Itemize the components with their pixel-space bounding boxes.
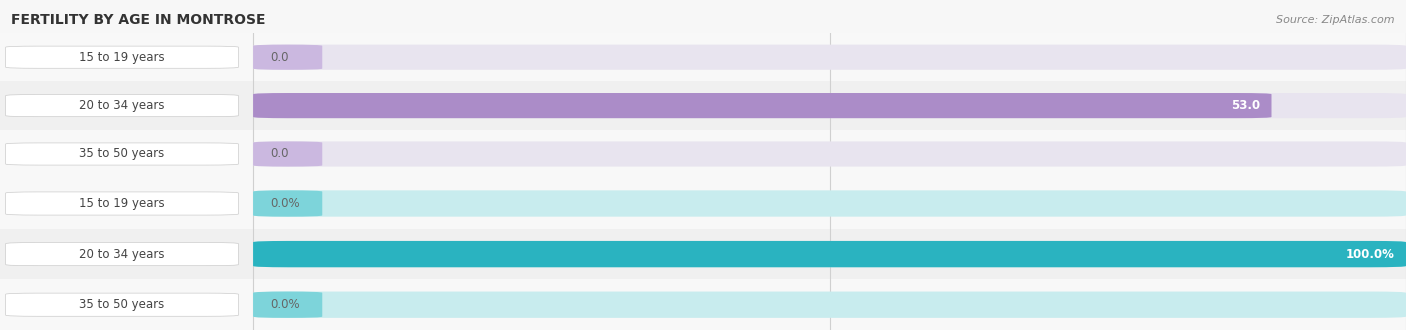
Bar [0,130,1406,178]
Text: 20 to 34 years: 20 to 34 years [79,99,165,112]
Bar [0,229,1406,280]
FancyBboxPatch shape [253,45,322,70]
Text: 53.0: 53.0 [1232,99,1260,112]
FancyBboxPatch shape [253,93,1406,118]
FancyBboxPatch shape [253,190,1406,217]
Text: 20 to 34 years: 20 to 34 years [79,248,165,261]
FancyBboxPatch shape [6,243,239,266]
Text: 35 to 50 years: 35 to 50 years [79,298,165,311]
FancyBboxPatch shape [253,190,322,217]
Bar [0,178,1406,229]
Text: 15 to 19 years: 15 to 19 years [79,51,165,64]
Text: FERTILITY BY AGE IN MONTROSE: FERTILITY BY AGE IN MONTROSE [11,13,266,27]
FancyBboxPatch shape [253,241,1406,267]
FancyBboxPatch shape [253,45,1406,70]
Bar [0,82,1406,130]
FancyBboxPatch shape [253,241,1406,267]
FancyBboxPatch shape [253,291,322,318]
Text: 35 to 50 years: 35 to 50 years [79,148,165,160]
FancyBboxPatch shape [6,143,239,165]
FancyBboxPatch shape [253,142,1406,167]
FancyBboxPatch shape [6,46,239,68]
FancyBboxPatch shape [253,93,1271,118]
Text: 0.0%: 0.0% [270,197,299,210]
Bar [0,33,1406,82]
Text: 15 to 19 years: 15 to 19 years [79,197,165,210]
FancyBboxPatch shape [6,192,239,215]
Text: 100.0%: 100.0% [1346,248,1395,261]
Text: 0.0: 0.0 [270,51,288,64]
Text: Source: ZipAtlas.com: Source: ZipAtlas.com [1277,15,1395,25]
FancyBboxPatch shape [253,142,322,167]
FancyBboxPatch shape [6,293,239,316]
FancyBboxPatch shape [253,291,1406,318]
Bar [0,280,1406,330]
FancyBboxPatch shape [6,94,239,117]
Text: 0.0%: 0.0% [270,298,299,311]
Text: 0.0: 0.0 [270,148,288,160]
